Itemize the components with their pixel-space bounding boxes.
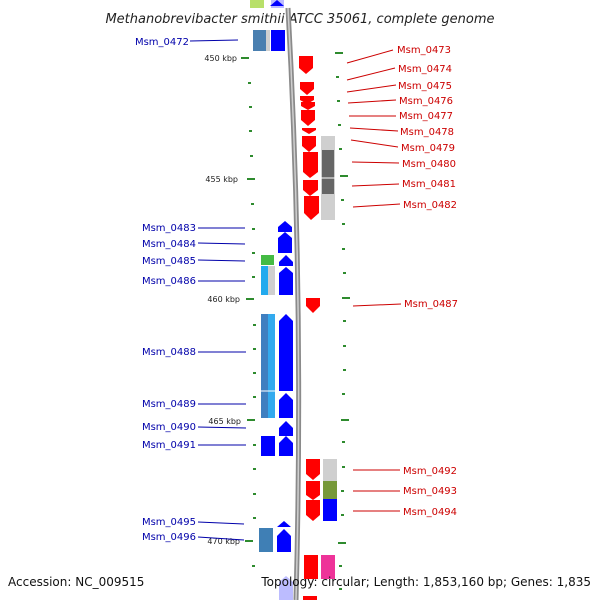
scale: 450 kbp 455 kbp 460 kbp 465 kbp 470 kbp (204, 54, 255, 546)
gene-feature (253, 30, 266, 51)
gene-arrow (304, 555, 318, 579)
gene-arrow (299, 56, 313, 74)
gene-arrow (279, 421, 293, 436)
gene-feature (321, 555, 335, 579)
gene-label[interactable]: Msm_0475 (398, 81, 452, 92)
gene-label[interactable]: Msm_0476 (399, 96, 453, 107)
gene-label[interactable]: Msm_0495 (142, 517, 196, 528)
forward-gene-features (250, 0, 293, 600)
gene-label[interactable]: Msm_0478 (400, 127, 454, 138)
gene-arrow (279, 267, 293, 295)
gene-arrow (270, 0, 284, 6)
gene-arrow (261, 436, 275, 456)
gene-arrow (303, 596, 317, 600)
gene-arrow (306, 481, 320, 500)
gene-label[interactable]: Msm_0490 (142, 422, 196, 433)
gene-arrow (277, 521, 291, 527)
summary-text: Topology: circular; Length: 1,853,160 bp… (260, 575, 591, 589)
gene-label[interactable]: Msm_0488 (142, 347, 196, 358)
gene-label[interactable]: Msm_0491 (142, 440, 196, 451)
gene-label[interactable]: Msm_0479 (401, 143, 455, 154)
gene-arrow (300, 82, 314, 95)
gene-feature (266, 30, 270, 51)
gene-arrow (302, 128, 316, 134)
gene-arrow (279, 436, 293, 456)
gene-arrow (306, 459, 320, 480)
gene-label[interactable]: Msm_0472 (135, 37, 189, 48)
gene-arrow (306, 298, 320, 313)
gene-feature (279, 576, 293, 600)
gene-arrow (301, 102, 315, 110)
scale-tick-label: 465 kbp (208, 417, 241, 426)
scale-tick-label: 460 kbp (207, 295, 240, 304)
gene-feature (323, 481, 337, 499)
gene-label[interactable]: Msm_0496 (142, 532, 196, 543)
gene-arrow (301, 110, 315, 126)
gene-label[interactable]: Msm_0481 (402, 179, 456, 190)
accession-text: Accession: NC_009515 (8, 575, 144, 589)
gene-arrow (277, 529, 291, 552)
gene-feature (259, 528, 273, 552)
gene-label[interactable]: Msm_0482 (403, 200, 457, 211)
gene-arrow (304, 196, 319, 220)
forward-gene-labels: Msm_0472 Msm_0483 Msm_0484 Msm_0485 Msm_… (135, 37, 196, 543)
gene-label[interactable]: Msm_0486 (142, 276, 196, 287)
gene-feature (250, 0, 264, 8)
gene-arrow (279, 255, 293, 266)
gene-feature (268, 314, 275, 418)
minor-ticks-left (248, 82, 256, 567)
gene-feature (323, 499, 337, 521)
gene-label[interactable]: Msm_0487 (404, 299, 458, 310)
gene-feature (261, 266, 268, 295)
genome-backbone-highlight (287, 7, 300, 600)
gene-label[interactable]: Msm_0484 (142, 239, 196, 250)
minor-ticks-right (335, 52, 350, 590)
gene-arrow (279, 393, 293, 418)
forward-leader-lines (189, 39, 247, 541)
gene-feature (323, 459, 337, 481)
gene-label[interactable]: Msm_0492 (403, 466, 457, 477)
genome-backbone (285, 7, 302, 600)
gene-arrow (302, 136, 316, 152)
gene-label[interactable]: Msm_0485 (142, 256, 196, 267)
gene-feature (261, 255, 274, 265)
gene-label[interactable]: Msm_0483 (142, 223, 196, 234)
gene-label[interactable]: Msm_0480 (402, 159, 456, 170)
gene-label[interactable]: Msm_0493 (403, 486, 457, 497)
scale-tick-label: 455 kbp (205, 175, 238, 184)
reverse-gene-labels: Msm_0473 Msm_0474 Msm_0475 Msm_0476 Msm_… (397, 45, 458, 518)
reverse-gene-features (299, 56, 337, 600)
gene-arrow (303, 152, 318, 178)
gene-feature (268, 266, 275, 295)
gene-arrow (303, 180, 318, 196)
gene-feature (261, 314, 268, 418)
gene-arrow (278, 221, 292, 232)
gene-label[interactable]: Msm_0489 (142, 399, 196, 410)
scale-tick-label: 470 kbp (207, 537, 240, 546)
reverse-leader-lines (346, 49, 402, 512)
gene-label[interactable]: Msm_0494 (403, 507, 457, 518)
map-title: Methanobrevibacter smithii ATCC 35061, c… (105, 12, 494, 27)
gene-label[interactable]: Msm_0473 (397, 45, 451, 56)
gene-arrow (306, 500, 320, 521)
gene-arrow (278, 232, 292, 253)
gene-arrow (279, 314, 293, 391)
gene-label[interactable]: Msm_0474 (398, 64, 452, 75)
gene-label[interactable]: Msm_0477 (399, 111, 453, 122)
gene-feature (322, 150, 334, 194)
gene-arrow (271, 30, 285, 51)
scale-tick-label: 450 kbp (204, 54, 237, 63)
